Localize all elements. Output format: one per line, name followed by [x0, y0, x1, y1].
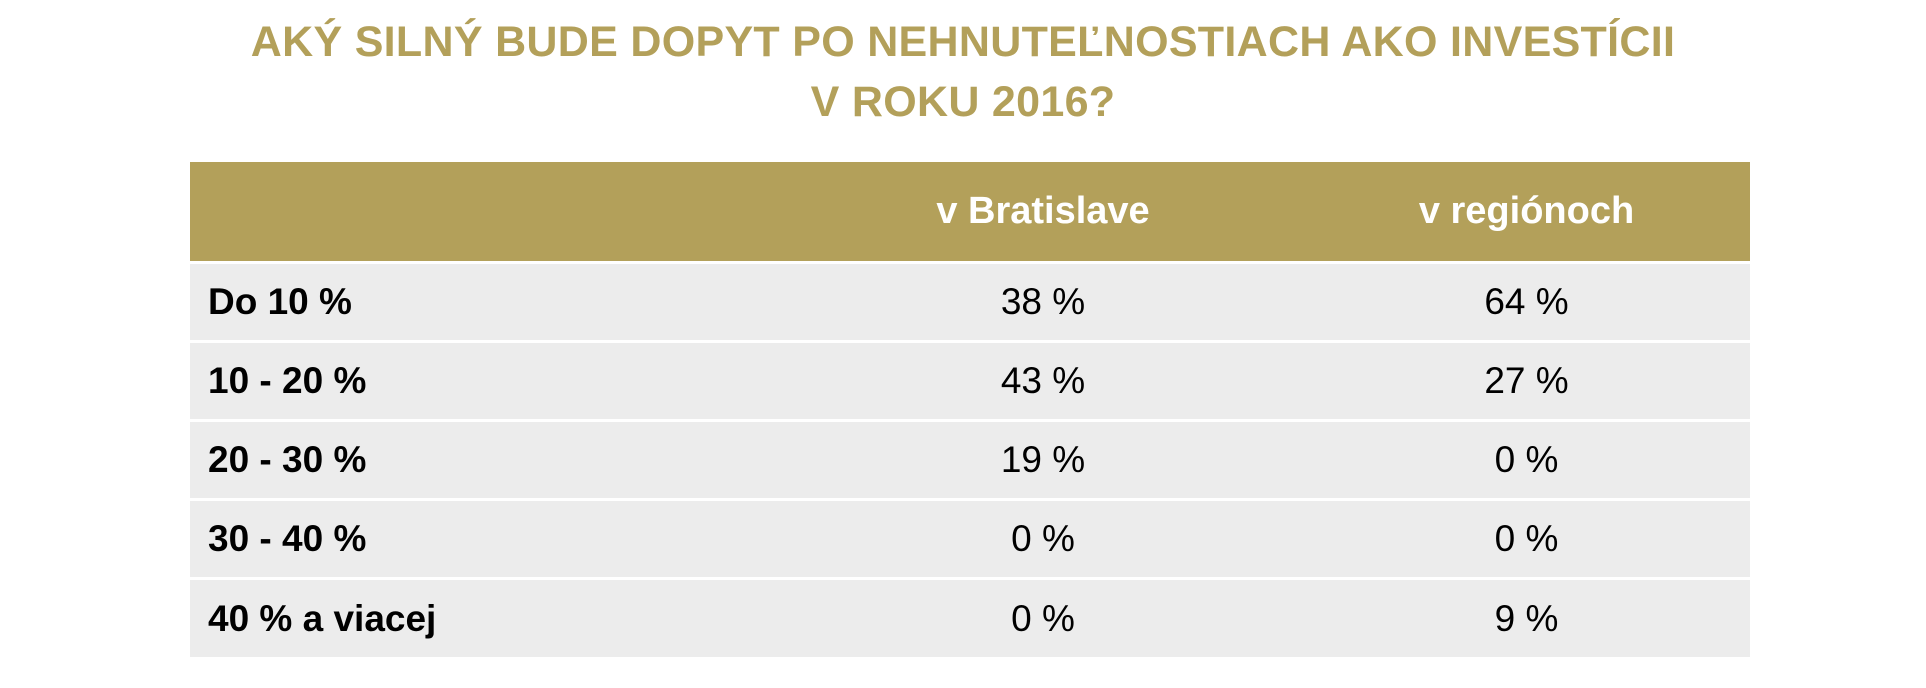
cell-bratislava: 43 % [1000, 360, 1086, 401]
cell-bratislava: 0 % [1011, 518, 1075, 559]
cell-regiony: 27 % [1484, 360, 1569, 401]
cell-regiony: 9 % [1494, 597, 1559, 639]
table-row: 40 % a viacej 0 % 9 % [190, 580, 1750, 657]
chart-title-line-2: V ROKU 2016? [810, 78, 1116, 126]
row-label: Do 10 % [208, 281, 352, 322]
data-table: v Bratislave v regiónoch Do 10 % 38 % 64… [190, 162, 1750, 657]
table-row: 20 - 30 % 19 % 0 % [190, 422, 1750, 498]
cell-regiony: 64 % [1484, 281, 1569, 322]
row-label: 40 % a viacej [208, 597, 437, 639]
table-row: Do 10 % 38 % 64 % [190, 264, 1750, 340]
cell-bratislava: 19 % [1000, 439, 1086, 480]
table-header-row: v Bratislave v regiónoch [190, 162, 1750, 261]
header-cell-regiony: v regiónoch [1418, 190, 1635, 232]
row-label: 10 - 20 % [208, 360, 367, 401]
table-row: 10 - 20 % 43 % 27 % [190, 343, 1750, 419]
cell-regiony: 0 % [1494, 518, 1559, 559]
header-cell-bratislava: v Bratislave [936, 190, 1150, 232]
chart-title: AKÝ SILNÝ BUDE DOPYT PO NEHNUTEĽNOSTIACH… [0, 12, 1926, 132]
cell-bratislava: 0 % [1011, 597, 1075, 639]
chart-title-line-1: AKÝ SILNÝ BUDE DOPYT PO NEHNUTEĽNOSTIACH… [250, 18, 1676, 66]
row-label: 20 - 30 % [208, 439, 367, 480]
cell-regiony: 0 % [1494, 439, 1559, 480]
cell-bratislava: 38 % [1000, 281, 1086, 322]
row-label: 30 - 40 % [208, 518, 367, 559]
table-row: 30 - 40 % 0 % 0 % [190, 501, 1750, 577]
